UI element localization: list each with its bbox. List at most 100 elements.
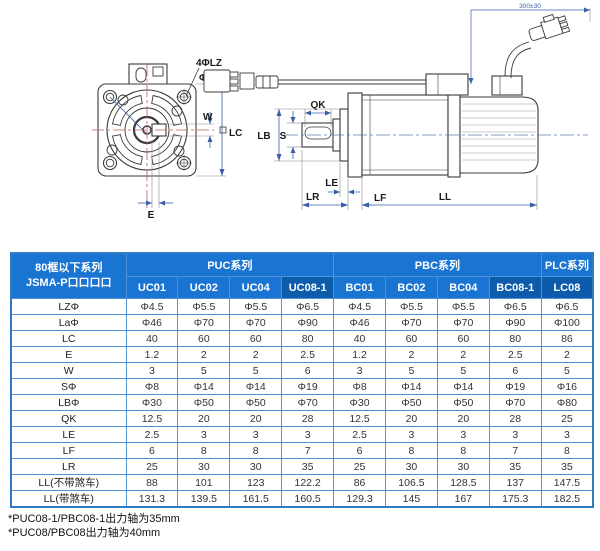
- model-column-header: UC08-1: [281, 276, 335, 299]
- dimension-drawing: 4ΦLZ Φ La W LC: [92, 3, 591, 221]
- spec-cell: 122.2: [281, 474, 335, 491]
- spec-cell: Φ70: [177, 314, 231, 331]
- spec-cell: 5: [385, 362, 438, 379]
- flange-slots: [111, 94, 183, 166]
- label-lr: LR: [306, 192, 320, 203]
- spec-cell: 6: [333, 442, 386, 459]
- series-group-header: PUC系列: [125, 252, 335, 277]
- table-row: LBΦ Φ30 Φ50 Φ50 Φ70 Φ30 Φ50 Φ50 Φ70 Φ80: [10, 394, 594, 411]
- table-row: LR 25 30 30 35 25 30 30 35 35: [10, 458, 594, 475]
- series-group-header: PBC系列: [333, 252, 542, 277]
- spec-cell: Φ4.5: [333, 298, 386, 315]
- model-column-header: UC02: [177, 276, 231, 299]
- dimension-row-label: W: [10, 362, 127, 379]
- spec-cell: 145: [385, 490, 438, 508]
- centerlines-front: [92, 64, 214, 210]
- spec-cell: Φ6.5: [540, 298, 594, 315]
- dimension-row-label: LF: [10, 442, 127, 459]
- table-row: LF 6 8 8 7 6 8 8 7 8: [10, 442, 594, 459]
- spec-table-body: LZΦ Φ4.5 Φ5.5 Φ5.5 Φ6.5 Φ4.5 Φ5.5 Φ5.5 Φ6.5 Φ6.5 L…: [10, 298, 594, 508]
- label-ll: LL: [439, 192, 451, 203]
- table-row: LL(带煞车) 131.3 139.5 161.5 160.5 129.3 145 167 17…: [10, 490, 594, 508]
- spec-cell: Φ4.5: [125, 298, 179, 315]
- spec-cell: 5: [436, 362, 490, 379]
- spec-cell: 106.5: [385, 474, 438, 491]
- model-column-header: BC01: [333, 276, 386, 299]
- spec-cell: 30: [385, 458, 438, 475]
- spec-cell: Φ6.5: [488, 298, 542, 315]
- spec-cell: 160.5: [281, 490, 335, 508]
- spec-cell: Φ14: [385, 378, 438, 395]
- spec-cell: 2.5: [281, 346, 335, 363]
- spec-cell: 3: [229, 426, 283, 443]
- spec-cell: 101: [177, 474, 231, 491]
- spec-cell: 8: [540, 442, 594, 459]
- spec-cell: 28: [488, 410, 542, 427]
- spec-cell: 3: [436, 426, 490, 443]
- spec-cell: Φ8: [125, 378, 179, 395]
- dimension-row-label: LaΦ: [10, 314, 127, 331]
- dimension-row-label: LBΦ: [10, 394, 127, 411]
- spec-cell: 6: [281, 362, 335, 379]
- spec-cell: 25: [125, 458, 179, 475]
- spec-cell: Φ50: [177, 394, 231, 411]
- spec-cell: 20: [229, 410, 283, 427]
- spec-cell: 2: [385, 346, 438, 363]
- spec-cell: 2.5: [488, 346, 542, 363]
- label-4philz: 4ΦLZ: [196, 58, 222, 69]
- dimension-row-label: QK: [10, 410, 127, 427]
- series-group-row: 80框以下系列 JSMA-P口口口口 PUC系列 PBC系列 PLC系列: [10, 252, 594, 299]
- label-lc: LC: [229, 128, 242, 139]
- spec-cell: 30: [229, 458, 283, 475]
- spec-cell: Φ16: [540, 378, 594, 395]
- dimension-row-label: E: [10, 346, 127, 363]
- spec-cell: 7: [488, 442, 542, 459]
- spec-cell: 12.5: [125, 410, 179, 427]
- dimension-row-label: LL(不带煞车): [10, 474, 127, 491]
- model-column-header: BC04: [436, 276, 490, 299]
- model-column-header: BC02: [385, 276, 438, 299]
- spec-cell: 182.5: [540, 490, 594, 508]
- spec-cell: 137: [488, 474, 542, 491]
- cover-fins: [462, 103, 536, 161]
- label-w: W: [203, 112, 213, 123]
- table-row: LZΦ Φ4.5 Φ5.5 Φ5.5 Φ6.5 Φ4.5 Φ5.5 Φ5.5 Φ6.5 Φ6.5: [10, 298, 594, 315]
- spec-cell: Φ50: [385, 394, 438, 411]
- model-column-header: BC08-1: [488, 276, 542, 299]
- spec-cell: Φ14: [229, 378, 283, 395]
- spec-cell: Φ8: [333, 378, 386, 395]
- side-dimensions: QK S LB: [257, 100, 538, 210]
- series-header-line2: JSMA-P口口口口: [25, 277, 112, 289]
- spec-cell: 35: [488, 458, 542, 475]
- table-row: SΦ Φ8 Φ14 Φ14 Φ19 Φ8 Φ14 Φ14 Φ19 Φ16: [10, 378, 594, 395]
- label-lb: LB: [257, 131, 270, 142]
- spec-cell: 128.5: [436, 474, 490, 491]
- spec-cell: 123: [229, 474, 283, 491]
- spec-cell: Φ80: [540, 394, 594, 411]
- spec-cell: 8: [436, 442, 490, 459]
- spec-cell: 147.5: [540, 474, 594, 491]
- cable-length-dimension: 300±30: [468, 3, 591, 84]
- terminal-box: [128, 63, 168, 86]
- dimension-row-label: LZΦ: [10, 298, 127, 315]
- spec-cell: Φ5.5: [177, 298, 231, 315]
- spec-cell: 80: [281, 330, 335, 347]
- keyway-slot: [304, 126, 332, 140]
- dimension-row-label: LL(带煞车): [10, 490, 127, 508]
- spec-cell: Φ5.5: [385, 298, 438, 315]
- spec-cell: 88: [125, 474, 179, 491]
- footnote-1: *PUC08-1/PBC08-1出力轴为35mm: [8, 513, 180, 525]
- spec-cell: 60: [385, 330, 438, 347]
- spec-cell: 30: [177, 458, 231, 475]
- spec-cell: 25: [333, 458, 386, 475]
- table-row: LL(不带煞车) 88 101 123 122.2 86 106.5 128.5 137 147.…: [10, 474, 594, 491]
- spec-cell: Φ50: [436, 394, 490, 411]
- spec-cell: 1.2: [333, 346, 386, 363]
- spec-cell: Φ6.5: [281, 298, 335, 315]
- spec-cell: 3: [540, 426, 594, 443]
- power-cable-assembly: [203, 69, 426, 93]
- spec-cell: 20: [436, 410, 490, 427]
- dimension-row-label: LC: [10, 330, 127, 347]
- spec-cell: 5: [177, 362, 231, 379]
- cable-gland-block: [425, 73, 469, 96]
